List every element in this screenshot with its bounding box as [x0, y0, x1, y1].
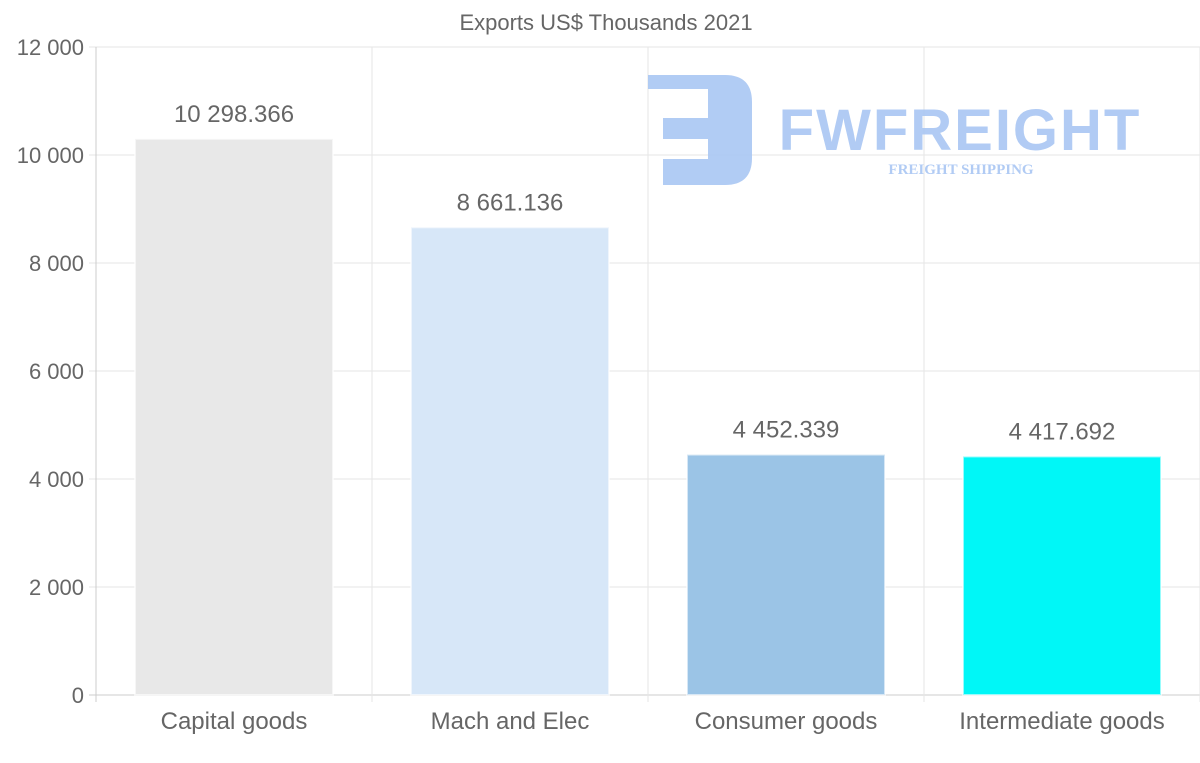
- x-tick-label: Capital goods: [161, 708, 308, 735]
- watermark-brand: FWFREIGHT: [779, 98, 1142, 163]
- bars: 10 298.366 8 661.136 4 452.339 4 417.692: [134, 101, 1162, 697]
- logo-mark-icon: [648, 75, 752, 185]
- bar-capital-goods: [134, 137, 334, 696]
- y-tick-label: 2 000: [29, 575, 84, 600]
- data-label: 4 417.692: [1009, 418, 1116, 445]
- y-tick-label: 0: [72, 683, 84, 708]
- y-tick-label: 4 000: [29, 467, 84, 492]
- y-tick-label: 6 000: [29, 359, 84, 384]
- bar-intermediate-goods: [962, 455, 1162, 697]
- data-label: 10 298.366: [174, 101, 294, 128]
- y-tick-label: 10 000: [17, 143, 84, 168]
- chart-title: Exports US$ Thousands 2021: [459, 10, 752, 35]
- x-tick-label: Intermediate goods: [959, 708, 1164, 735]
- bar-consumer-goods: [686, 453, 886, 696]
- y-tick-label: 12 000: [17, 35, 84, 60]
- x-tick-label: Mach and Elec: [431, 708, 590, 735]
- y-tick-label: 8 000: [29, 251, 84, 276]
- data-label: 8 661.136: [457, 189, 564, 216]
- data-label: 4 452.339: [733, 417, 840, 444]
- bar-mach-and-elec: [410, 226, 610, 697]
- watermark-tagline: FREIGHT SHIPPING: [888, 162, 1033, 178]
- y-axis: 0 2 000 4 000 6 000 8 000 10 000 12 000: [17, 35, 84, 708]
- x-tick-label: Consumer goods: [695, 708, 878, 735]
- x-axis: Capital goods Mach and Elec Consumer goods…: [161, 708, 1165, 735]
